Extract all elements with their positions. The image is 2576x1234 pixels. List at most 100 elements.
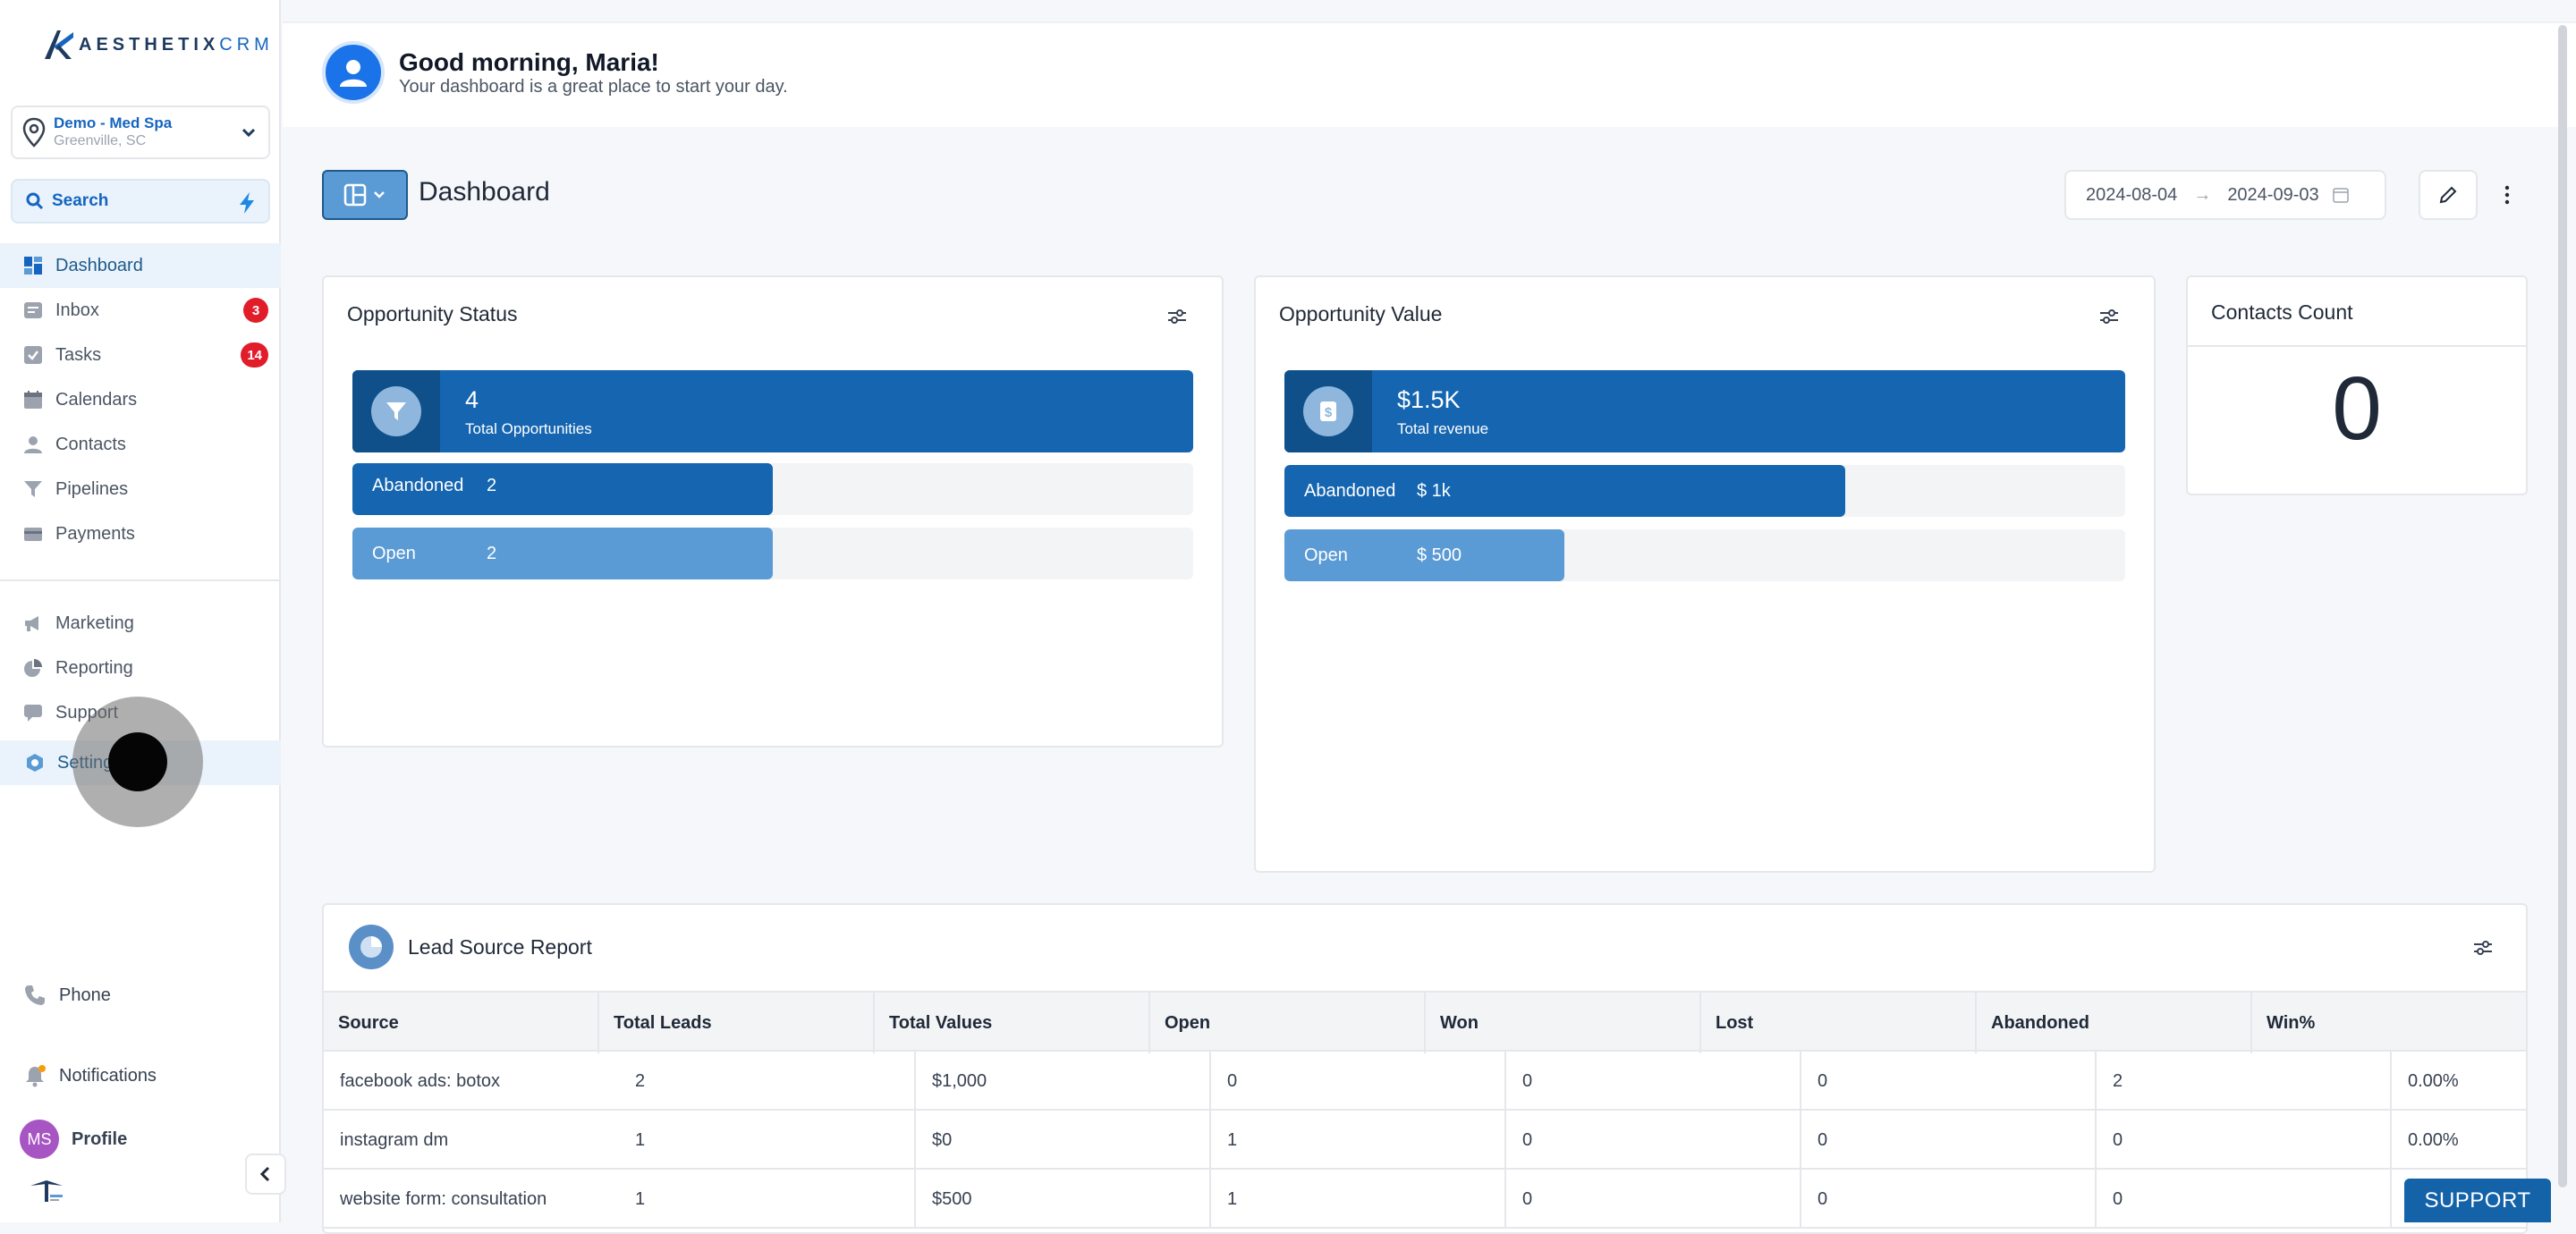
- tasks-count-badge: 14: [241, 342, 268, 368]
- chat-icon: [23, 703, 43, 723]
- app-logo[interactable]: AESTHETIXCRM: [41, 27, 274, 63]
- status-bar-abandoned[interactable]: Abandoned 2: [352, 463, 1193, 515]
- inbox-count-badge: 3: [243, 298, 268, 323]
- filter-settings-icon[interactable]: [2472, 937, 2494, 959]
- table-row[interactable]: instagram dm 1 $0 1 0 0 0 0.00%: [324, 1111, 2526, 1170]
- bar-label: Open: [372, 544, 416, 563]
- more-options-button[interactable]: [2496, 179, 2519, 211]
- user-avatar[interactable]: [322, 41, 385, 104]
- location-switcher[interactable]: Demo - Med Spa Greenville, SC: [11, 106, 270, 159]
- date-range-picker[interactable]: 2024-08-04 → 2024-09-03: [2064, 170, 2386, 220]
- search-label: Search: [52, 191, 109, 210]
- calendar-icon: [23, 390, 43, 410]
- value-bar-open[interactable]: Open $ 500: [1284, 529, 2125, 581]
- column-header[interactable]: Abandoned: [1977, 993, 2252, 1053]
- sidebar-item-contacts[interactable]: Contacts: [0, 422, 281, 467]
- total-opportunities-label: Total Opportunities: [465, 420, 592, 437]
- scrollbar-thumb[interactable]: [2558, 25, 2567, 1188]
- layout-icon: [343, 183, 367, 207]
- phone-icon: [23, 984, 47, 1007]
- total-opportunities-value: 4: [465, 386, 479, 413]
- opportunity-status-card: Opportunity Status 4 Total Opportunities…: [322, 275, 1224, 748]
- value-bar-fill: [1284, 465, 1845, 517]
- profile-button[interactable]: MS Profile: [20, 1120, 127, 1159]
- sidebar-item-pipelines[interactable]: Pipelines: [0, 467, 281, 511]
- lead-source-report-card: Lead Source Report Source Total Leads To…: [322, 903, 2528, 1234]
- sidebar-item-payments[interactable]: Payments: [0, 511, 281, 556]
- edit-dashboard-button[interactable]: [2419, 170, 2478, 220]
- phone-button[interactable]: Phone: [23, 984, 111, 1007]
- sidebar-item-reporting[interactable]: Reporting: [0, 646, 281, 690]
- bar-label: Open: [1304, 545, 1348, 565]
- dollar-icon: $: [1303, 386, 1353, 436]
- status-bar-fill: [352, 528, 773, 579]
- page-title: Dashboard: [419, 177, 550, 207]
- table-cell: 0.00%: [2408, 1070, 2459, 1091]
- table-cell: 0: [2097, 1170, 2392, 1229]
- sidebar-item-label: Marketing: [55, 613, 134, 633]
- sidebar: AESTHETIXCRM Demo - Med Spa Greenville, …: [0, 0, 286, 1222]
- sidebar-item-dashboard[interactable]: Dashboard: [0, 243, 281, 288]
- column-header[interactable]: Won: [1426, 993, 1701, 1053]
- avatar: MS: [20, 1120, 59, 1159]
- value-bar-abandoned[interactable]: Abandoned $ 1k: [1284, 465, 2125, 517]
- chevron-down-icon: [242, 128, 256, 138]
- status-bar-open[interactable]: Open 2: [352, 528, 1193, 579]
- date-end[interactable]: 2024-09-03: [2227, 184, 2319, 205]
- table-cell: 0: [1801, 1111, 2097, 1170]
- date-start[interactable]: 2024-08-04: [2086, 184, 2178, 205]
- column-header[interactable]: Total Values: [875, 993, 1150, 1053]
- lightning-icon[interactable]: [236, 191, 258, 215]
- report-pie-icon: [349, 925, 394, 969]
- total-opportunities-row: 4 Total Opportunities: [352, 370, 1193, 452]
- table-row[interactable]: website form: consultation 1 $500 1 0 0 …: [324, 1170, 2526, 1229]
- table-cell: 0.00%: [2408, 1129, 2459, 1150]
- notifications-button[interactable]: Notifications: [23, 1064, 157, 1087]
- status-bar-fill: [352, 463, 773, 515]
- column-header[interactable]: Source: [324, 993, 599, 1053]
- filter-settings-icon[interactable]: [2098, 306, 2120, 327]
- column-header[interactable]: Win%: [2267, 1012, 2316, 1033]
- location-name: Demo - Med Spa: [54, 114, 173, 131]
- greeting-subtitle: Your dashboard is a great place to start…: [399, 77, 788, 97]
- sidebar-item-marketing[interactable]: Marketing: [0, 601, 281, 646]
- collapse-sidebar-button[interactable]: [245, 1154, 286, 1195]
- sidebar-item-calendars[interactable]: Calendars: [0, 377, 281, 422]
- column-header[interactable]: Lost: [1701, 993, 1977, 1053]
- table-cell: 1: [1211, 1111, 1506, 1170]
- table-cell: 0: [1211, 1052, 1506, 1111]
- support-button[interactable]: SUPPORT: [2404, 1179, 2551, 1222]
- sidebar-item-label: Calendars: [55, 389, 138, 410]
- dashboard-switcher-button[interactable]: [322, 170, 408, 220]
- table-header: Source Total Leads Total Values Open Won…: [324, 991, 2526, 1053]
- megaphone-icon: [23, 613, 43, 633]
- logo-mark-icon: [45, 30, 73, 59]
- card-icon: [23, 524, 43, 544]
- bar-label: Abandoned: [372, 476, 464, 495]
- column-header[interactable]: Open: [1150, 993, 1426, 1053]
- logo-text: AESTHETIXCRM: [79, 34, 274, 55]
- table-cell: 1: [619, 1111, 916, 1170]
- search-button[interactable]: Search: [11, 179, 270, 224]
- pencil-icon: [2439, 186, 2457, 204]
- chevron-down-icon: [374, 191, 385, 199]
- filter-settings-icon[interactable]: [1166, 306, 1188, 327]
- greeting-header: Good morning, Maria! Your dashboard is a…: [283, 23, 2576, 127]
- page-scrollbar[interactable]: [2556, 25, 2569, 1188]
- table-cell: facebook ads: botox: [340, 1070, 501, 1091]
- table-cell: $0: [916, 1111, 1211, 1170]
- table-cell: 1: [619, 1170, 916, 1229]
- contacts-count-value: 0: [2332, 359, 2382, 459]
- pie-icon: [23, 658, 43, 678]
- contacts-count-card: Contacts Count 0: [2186, 275, 2528, 495]
- sidebar-item-label: Payments: [55, 523, 135, 544]
- location-city: Greenville, SC: [54, 133, 147, 148]
- table-cell: 0: [1506, 1052, 1801, 1111]
- sidebar-item-tasks[interactable]: Tasks 14: [0, 333, 281, 377]
- table-row[interactable]: facebook ads: botox 2 $1,000 0 0 0 2 0.0…: [324, 1052, 2526, 1111]
- table-cell: 2: [619, 1052, 916, 1111]
- sidebar-item-inbox[interactable]: Inbox 3: [0, 288, 281, 333]
- user-icon: [340, 60, 367, 87]
- column-header[interactable]: Total Leads: [599, 993, 875, 1053]
- total-revenue-row: $ $1.5K Total revenue: [1284, 370, 2125, 452]
